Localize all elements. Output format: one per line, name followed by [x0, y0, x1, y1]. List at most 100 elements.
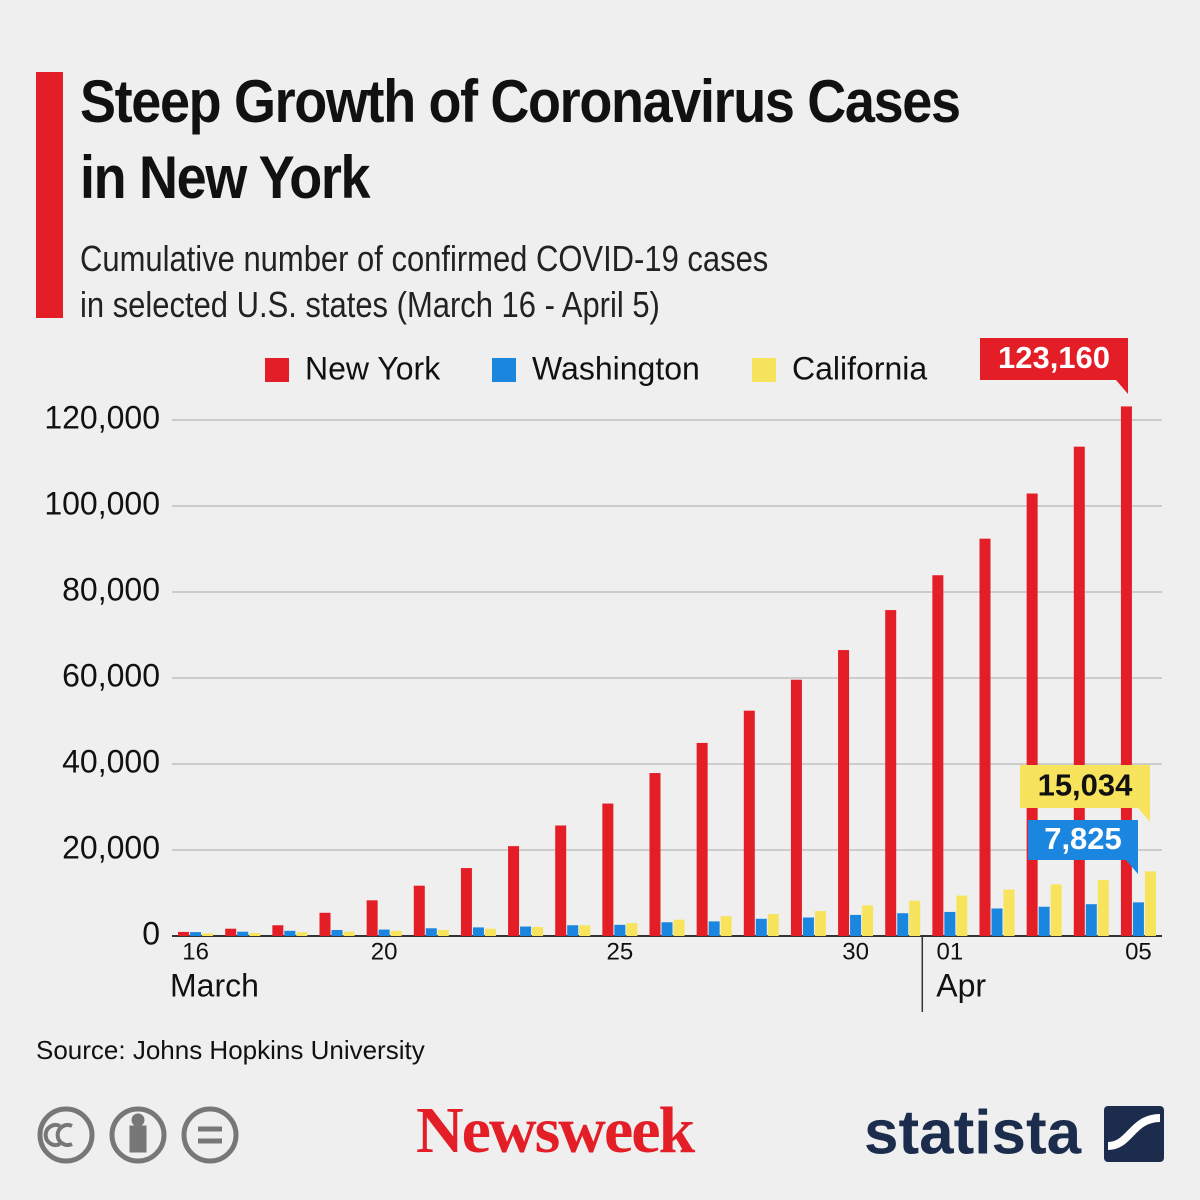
bar — [237, 931, 249, 936]
x-tick-label: 16 — [182, 938, 209, 965]
y-tick-label: 80,000 — [62, 571, 160, 607]
bar — [202, 933, 214, 936]
bar — [296, 932, 308, 936]
bar — [790, 679, 802, 936]
bar — [579, 925, 591, 936]
legend-label: Washington — [532, 350, 700, 386]
x-tick-label: 20 — [371, 938, 398, 965]
bar — [1073, 446, 1085, 936]
license-icons — [37, 1106, 239, 1164]
bar — [484, 928, 496, 936]
bar — [979, 538, 991, 936]
bar — [272, 925, 284, 936]
value-label: 123,160 — [998, 340, 1110, 375]
bar — [885, 610, 897, 936]
bar — [460, 868, 472, 936]
bar — [225, 928, 237, 936]
month-label: March — [170, 967, 259, 1003]
bar — [319, 912, 331, 936]
legend-swatch — [265, 358, 289, 382]
bar — [802, 917, 814, 936]
value-label: 7,825 — [1044, 821, 1122, 856]
bar — [284, 930, 296, 936]
bar — [520, 926, 532, 936]
x-tick-label: 01 — [937, 938, 964, 965]
header: Steep Growth of Coronavirus Cases in New… — [80, 64, 1200, 328]
bar — [1097, 880, 1109, 936]
bar — [897, 913, 909, 936]
bar — [755, 918, 767, 936]
bar — [425, 928, 437, 936]
legend-label: New York — [305, 350, 441, 386]
bar — [1003, 889, 1015, 936]
y-tick-label: 20,000 — [62, 829, 160, 865]
bar — [991, 908, 1003, 936]
bar — [508, 846, 520, 936]
title-accent — [36, 72, 63, 318]
bar — [1038, 906, 1050, 936]
source: Source: Johns Hopkins University — [36, 1035, 425, 1065]
bar — [614, 924, 626, 936]
chart-title: Steep Growth of Coronavirus Cases in New… — [80, 68, 961, 211]
newsweek-logo: Newsweek — [416, 1094, 696, 1167]
bar — [532, 926, 544, 936]
bar — [956, 895, 968, 936]
bar — [626, 923, 638, 936]
bar — [249, 932, 261, 936]
bar — [413, 885, 425, 936]
value-label: 15,034 — [1038, 768, 1134, 803]
legend-swatch — [492, 358, 516, 382]
bar — [1132, 902, 1144, 936]
y-tick-label: 100,000 — [44, 485, 160, 521]
y-tick-label: 120,000 — [44, 399, 160, 435]
bar — [708, 921, 720, 936]
bar — [472, 927, 484, 936]
y-tick-label: 60,000 — [62, 657, 160, 693]
bar — [190, 932, 202, 936]
y-tick-label: 0 — [142, 915, 160, 951]
bar — [649, 773, 661, 936]
bar — [567, 925, 579, 936]
value-callout: 123,160 — [980, 338, 1128, 394]
bar — [1050, 884, 1062, 936]
callout-box — [1020, 765, 1150, 822]
bar — [390, 930, 402, 936]
bar — [378, 929, 390, 936]
bar — [862, 905, 874, 936]
bar — [343, 931, 355, 936]
bar — [331, 929, 343, 936]
bar — [767, 914, 779, 936]
value-callout: 15,034 — [1020, 765, 1150, 822]
bar — [909, 900, 921, 936]
bar — [673, 919, 685, 936]
chart-subtitle: Cumulative number of confirmed COVID-19 … — [80, 238, 769, 325]
bar — [555, 825, 567, 936]
month-label: Apr — [936, 967, 986, 1003]
bar — [932, 575, 944, 936]
x-tick-label: 30 — [842, 938, 869, 965]
bar — [178, 931, 190, 936]
bar — [720, 916, 732, 936]
bar — [661, 922, 673, 936]
callout-box — [980, 338, 1128, 394]
x-tick-label: 25 — [607, 938, 634, 965]
statista-mark — [1104, 1106, 1164, 1162]
bar — [696, 742, 708, 936]
bar — [944, 911, 956, 936]
legend-label: California — [792, 350, 927, 386]
bar — [437, 929, 449, 936]
bar — [1085, 904, 1097, 936]
bar — [850, 914, 862, 936]
bar — [1026, 493, 1038, 936]
bar — [1120, 406, 1132, 936]
x-tick-label: 05 — [1125, 938, 1152, 965]
bar — [602, 803, 614, 936]
y-tick-label: 40,000 — [62, 743, 160, 779]
bar — [1144, 871, 1156, 936]
callout-box — [1028, 820, 1138, 874]
bar — [814, 911, 826, 936]
value-callout: 7,825 — [1028, 820, 1138, 874]
bar — [743, 710, 755, 936]
